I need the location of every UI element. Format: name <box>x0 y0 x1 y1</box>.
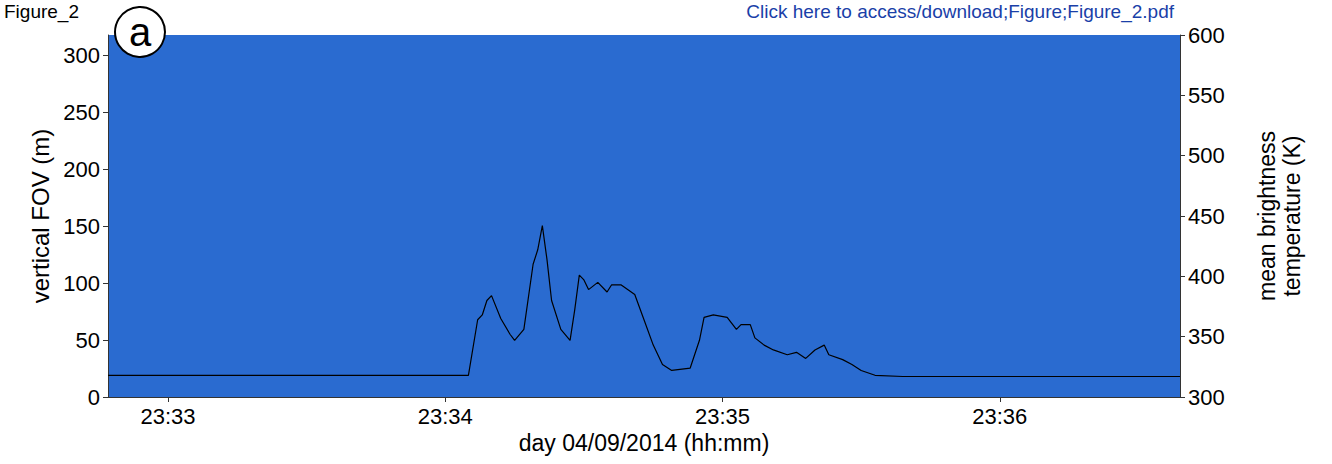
svg-text:550: 550 <box>1188 83 1225 108</box>
svg-text:23:35: 23:35 <box>695 404 750 429</box>
svg-text:Click here to access/download;: Click here to access/download;Figure;Fig… <box>746 1 1174 23</box>
svg-text:23:36: 23:36 <box>972 404 1027 429</box>
svg-text:0: 0 <box>88 385 100 410</box>
svg-text:23:33: 23:33 <box>141 404 196 429</box>
svg-text:400: 400 <box>1188 264 1225 289</box>
svg-text:day 04/09/2014 (hh:mm): day 04/09/2014 (hh:mm) <box>519 430 770 456</box>
svg-text:vertical FOV (m): vertical FOV (m) <box>27 129 54 304</box>
svg-text:23:34: 23:34 <box>418 404 473 429</box>
svg-text:150: 150 <box>63 214 100 239</box>
svg-text:Figure_2: Figure_2 <box>4 1 79 23</box>
svg-text:200: 200 <box>63 157 100 182</box>
svg-text:100: 100 <box>63 271 100 296</box>
svg-text:450: 450 <box>1188 204 1225 229</box>
svg-text:250: 250 <box>63 100 100 125</box>
svg-text:50: 50 <box>76 328 100 353</box>
svg-text:mean brightness: mean brightness <box>1254 131 1280 301</box>
svg-text:temperature (K): temperature (K) <box>1279 135 1305 296</box>
svg-text:a: a <box>129 10 152 54</box>
svg-text:600: 600 <box>1188 23 1225 48</box>
svg-text:300: 300 <box>63 43 100 68</box>
svg-text:300: 300 <box>1188 385 1225 410</box>
svg-text:500: 500 <box>1188 143 1225 168</box>
svg-text:350: 350 <box>1188 324 1225 349</box>
